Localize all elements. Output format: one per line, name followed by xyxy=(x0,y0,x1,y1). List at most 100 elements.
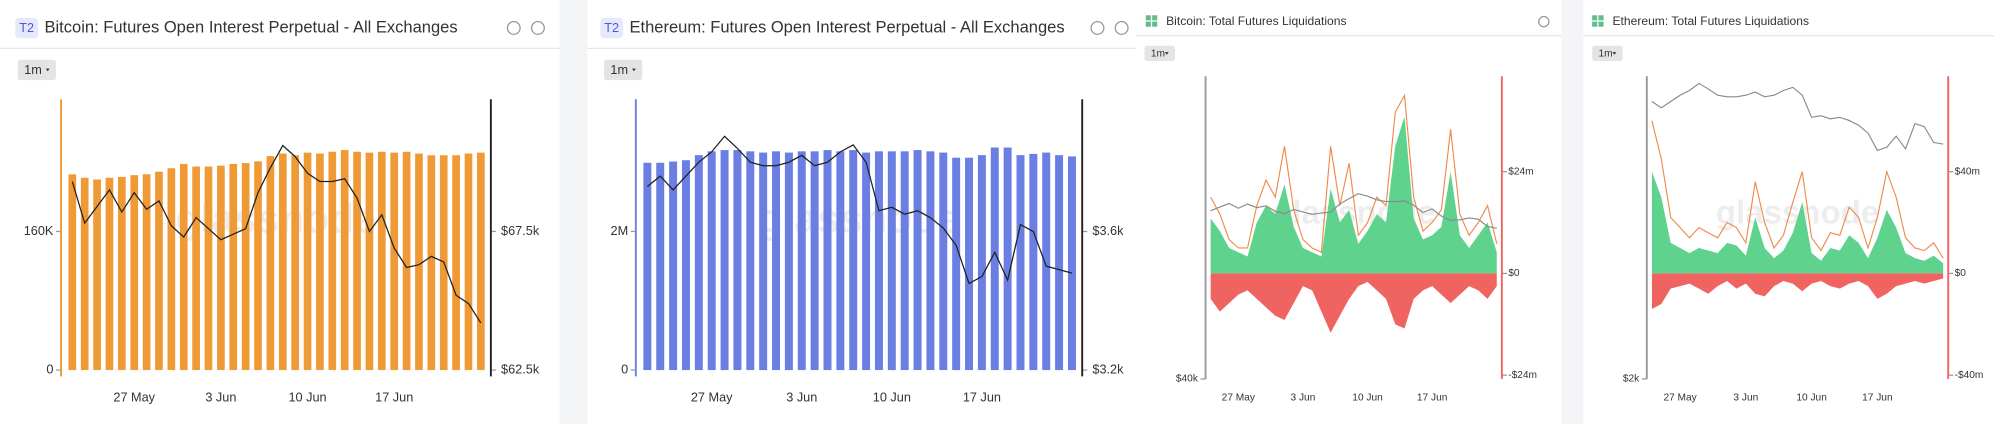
bar xyxy=(204,166,213,371)
bar xyxy=(179,163,188,371)
range-button[interactable] xyxy=(1592,45,1623,62)
y-tick-label: $67.5k xyxy=(501,223,540,238)
y-tick-label: 0 xyxy=(46,361,53,376)
chart-icon xyxy=(1152,15,1158,21)
range-button[interactable] xyxy=(1144,45,1176,62)
range-button-label: 1m xyxy=(1599,49,1613,60)
bar xyxy=(155,171,163,371)
dropdown-caret xyxy=(45,68,50,72)
bar xyxy=(720,150,729,371)
price-line xyxy=(646,135,1073,285)
bar xyxy=(167,168,176,371)
y-tick-label: 2M xyxy=(611,223,629,238)
y-tick-label: -$40m xyxy=(1955,370,1984,381)
chart-panel: Bitcoin: Total Futures Liquidations1mgla… xyxy=(1135,0,1562,424)
bar xyxy=(759,152,768,371)
bar xyxy=(80,177,89,371)
bar xyxy=(1042,152,1051,371)
bar xyxy=(656,162,665,371)
badge-text: T2 xyxy=(604,20,619,35)
y-tick-label: -$24m xyxy=(1508,370,1537,381)
icon-button[interactable] xyxy=(1090,20,1105,35)
bar xyxy=(192,166,200,371)
chart-panel: Ethereum: Total Futures Liquidations1mgl… xyxy=(1583,0,1994,424)
bar xyxy=(681,160,690,371)
y-tick-label: $0 xyxy=(1508,268,1520,279)
dropdown-caret xyxy=(632,68,636,72)
bar xyxy=(229,163,238,371)
bar xyxy=(402,151,411,371)
range-button[interactable] xyxy=(604,59,643,81)
x-tick-label: 17 Jun xyxy=(1417,393,1448,404)
bar xyxy=(1067,156,1076,371)
bar xyxy=(390,152,399,371)
icon-button[interactable] xyxy=(530,20,545,35)
range-button-label: 1m xyxy=(1151,49,1165,60)
x-tick-label: 10 Jun xyxy=(288,389,326,404)
icon-button[interactable] xyxy=(1538,15,1550,28)
bar xyxy=(415,153,423,371)
bar xyxy=(1016,155,1025,371)
bar xyxy=(849,150,858,371)
chart-icon xyxy=(1598,15,1604,21)
bar xyxy=(836,151,845,371)
bar xyxy=(142,174,151,371)
bar xyxy=(291,155,299,371)
dropdown-caret xyxy=(1164,52,1169,55)
chart-title: Bitcoin: Total Futures Liquidations xyxy=(1166,14,1346,28)
chart-title: Ethereum: Total Futures Liquidations xyxy=(1612,14,1809,28)
bar xyxy=(266,156,275,371)
liquidation-area xyxy=(1651,171,1944,274)
bar xyxy=(217,165,225,371)
chart-icon xyxy=(1592,21,1598,27)
bar xyxy=(464,153,473,371)
chart-title: Bitcoin: Futures Open Interest Perpetual… xyxy=(45,17,458,36)
bar xyxy=(784,152,793,371)
bar xyxy=(952,157,961,371)
y-tick-label: $40k xyxy=(1176,374,1199,385)
y-tick-label: 0 xyxy=(621,361,628,376)
y-tick-label: 160K xyxy=(24,223,54,238)
series-line xyxy=(1210,93,1498,254)
badge xyxy=(15,17,39,39)
x-tick-label: 10 Jun xyxy=(1796,393,1827,404)
bar xyxy=(926,151,935,371)
bar xyxy=(452,155,460,371)
x-tick-label: 17 Jun xyxy=(963,389,1001,404)
x-tick-label: 3 Jun xyxy=(786,389,817,404)
icon-button[interactable] xyxy=(1114,20,1129,35)
y-tick-label: $40m xyxy=(1955,166,1980,177)
x-tick-label: 10 Jun xyxy=(873,389,911,404)
chart-title: Ethereum: Futures Open Interest Perpetua… xyxy=(629,17,1064,36)
x-tick-label: 27 May xyxy=(113,389,155,404)
x-tick-label: 3 Jun xyxy=(1291,393,1316,404)
bar xyxy=(130,175,139,371)
bar xyxy=(278,153,287,371)
price-line xyxy=(71,144,482,324)
bar xyxy=(241,163,250,371)
bar xyxy=(427,155,436,371)
bar xyxy=(823,150,832,371)
y-tick-label: $0 xyxy=(1955,268,1967,279)
y-tick-label: $62.5k xyxy=(501,361,540,376)
panel-background xyxy=(1583,0,1994,424)
bar xyxy=(477,152,485,371)
chart-icon xyxy=(1152,21,1158,27)
bar xyxy=(746,151,755,371)
x-tick-label: 27 May xyxy=(1222,393,1256,404)
x-tick-label: 27 May xyxy=(1663,393,1697,404)
bar xyxy=(643,162,652,371)
bar xyxy=(340,150,349,371)
bar xyxy=(669,161,678,371)
range-button[interactable] xyxy=(17,59,56,81)
series-line xyxy=(1210,193,1497,229)
bar xyxy=(365,152,374,371)
series-line xyxy=(1651,120,1944,259)
bar xyxy=(939,152,948,371)
x-tick-label: 17 Jun xyxy=(1862,393,1893,404)
x-tick-label: 10 Jun xyxy=(1352,393,1383,404)
icon-button[interactable] xyxy=(506,20,521,35)
bar xyxy=(862,152,871,371)
bar xyxy=(733,150,742,371)
chart-icon xyxy=(1598,21,1604,27)
